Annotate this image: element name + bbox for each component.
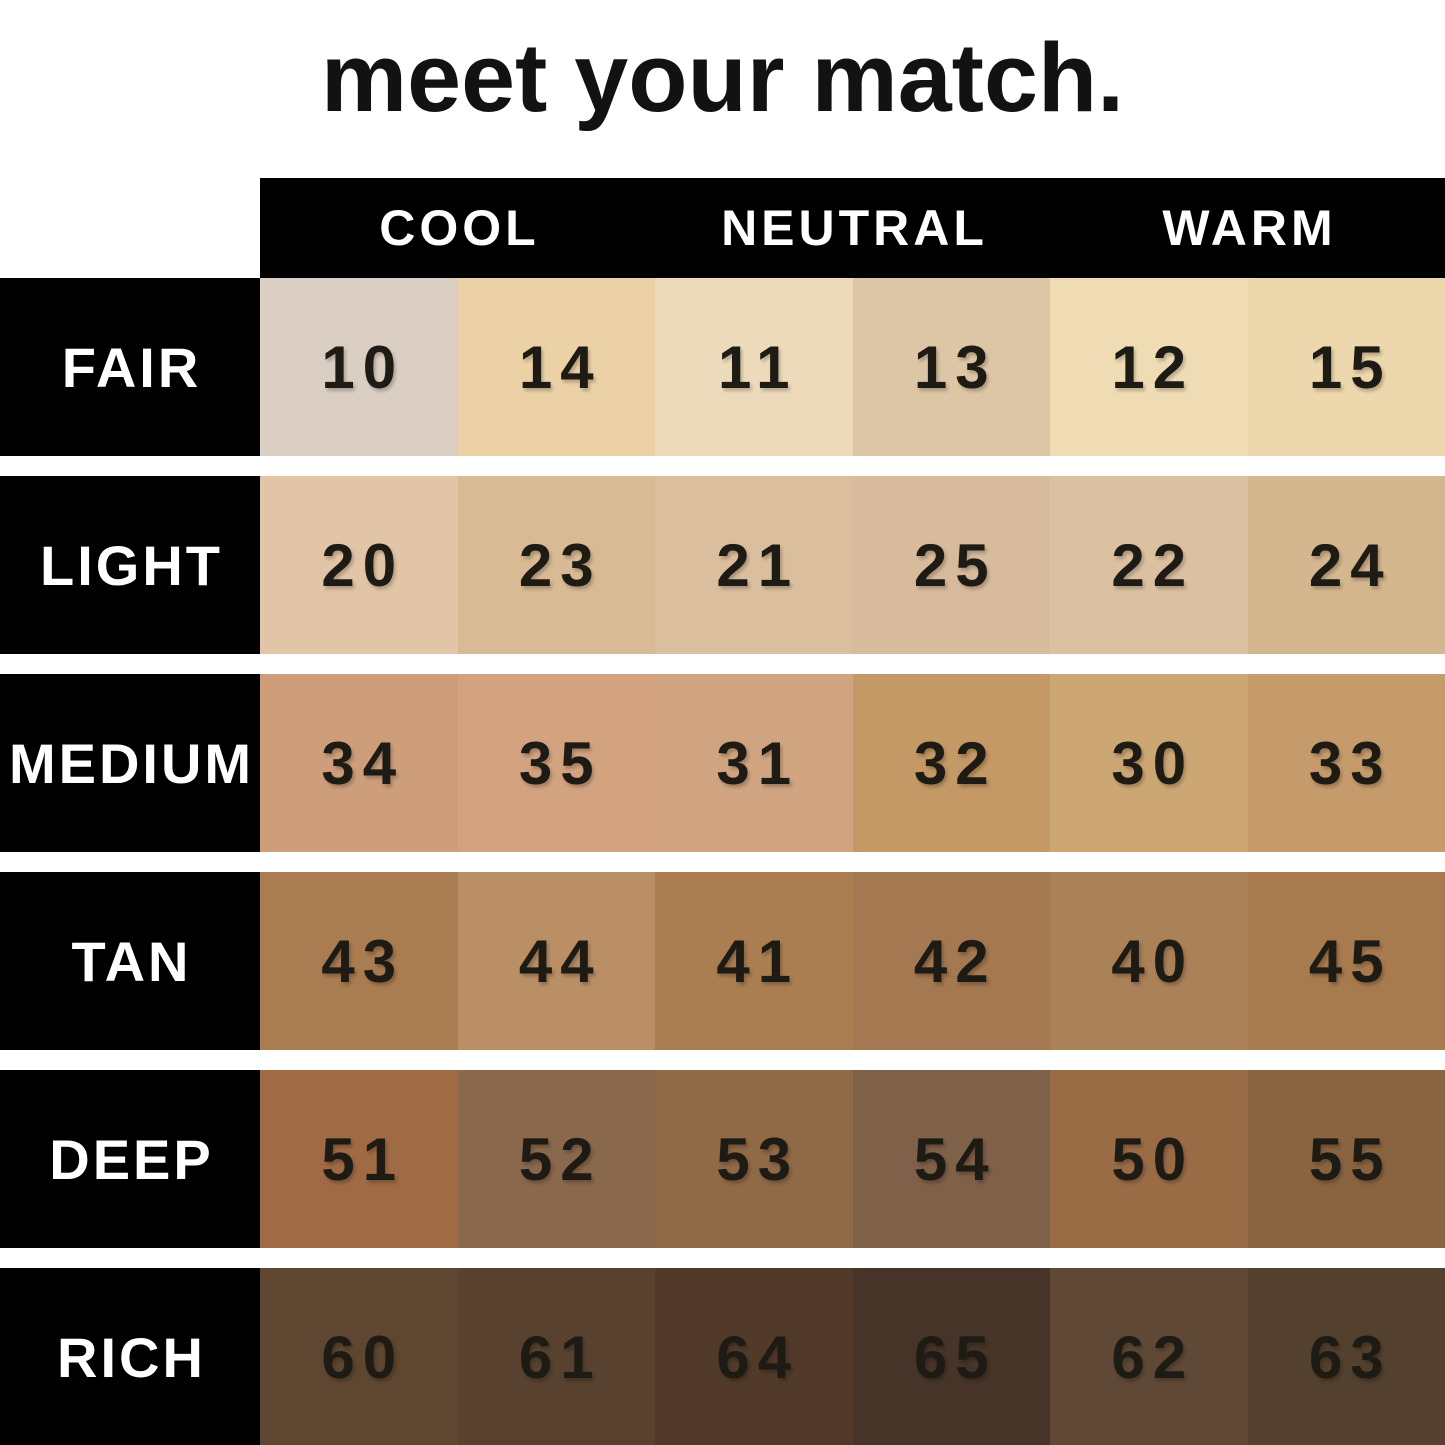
shade-swatch: 43	[260, 872, 458, 1050]
shade-row-label: FAIR	[0, 278, 260, 456]
undertone-header-bar: COOL NEUTRAL WARM	[260, 178, 1445, 278]
shade-swatch: 24	[1247, 476, 1445, 654]
shade-swatch: 12	[1050, 278, 1248, 456]
shade-swatch: 33	[1247, 674, 1445, 852]
shade-swatch: 44	[457, 872, 655, 1050]
shade-row: FAIR 10 14 11 13 12 15	[0, 278, 1445, 456]
shade-row-label: MEDIUM	[0, 674, 260, 852]
shade-row-label: TAN	[0, 872, 260, 1050]
shade-row: LIGHT 20 23 21 25 22 24	[0, 476, 1445, 654]
shade-swatch: 63	[1247, 1268, 1445, 1445]
shade-swatch: 32	[852, 674, 1050, 852]
shade-swatch: 13	[852, 278, 1050, 456]
shade-swatch: 62	[1050, 1268, 1248, 1445]
shade-swatch: 10	[260, 278, 458, 456]
shade-swatch: 60	[260, 1268, 458, 1445]
column-header-warm: WARM	[1162, 200, 1337, 256]
shade-row-label: DEEP	[0, 1070, 260, 1248]
shade-swatch: 65	[852, 1268, 1050, 1445]
shade-swatch: 34	[260, 674, 458, 852]
shade-swatch: 11	[655, 278, 853, 456]
shade-row: TAN 43 44 41 42 40 45	[0, 872, 1445, 1050]
shade-swatch: 55	[1247, 1070, 1445, 1248]
shade-row: DEEP 51 52 53 54 50 55	[0, 1070, 1445, 1248]
shade-swatch: 61	[457, 1268, 655, 1445]
shade-swatch: 15	[1247, 278, 1445, 456]
shade-swatch: 42	[852, 872, 1050, 1050]
shade-swatch: 21	[655, 476, 853, 654]
shade-swatch: 51	[260, 1070, 458, 1248]
shade-swatch: 64	[655, 1268, 853, 1445]
column-header-neutral: NEUTRAL	[721, 200, 988, 256]
shade-row: MEDIUM 34 35 31 32 30 33	[0, 674, 1445, 852]
shade-swatch: 50	[1050, 1070, 1248, 1248]
shade-swatch: 20	[260, 476, 458, 654]
shade-rows: FAIR 10 14 11 13 12 15 LIGHT 20 23 21 25 22 24 MED…	[0, 278, 1445, 1445]
shade-swatch: 54	[852, 1070, 1050, 1248]
shade-swatch: 30	[1050, 674, 1248, 852]
shade-swatch: 45	[1247, 872, 1445, 1050]
shade-row-label: RICH	[0, 1268, 260, 1445]
column-header-cool: COOL	[379, 200, 540, 256]
shade-swatch: 22	[1050, 476, 1248, 654]
shade-swatch: 35	[457, 674, 655, 852]
shade-swatch: 31	[655, 674, 853, 852]
shade-swatch: 23	[457, 476, 655, 654]
page-title: meet your match.	[320, 23, 1125, 132]
shade-row: RICH 60 61 64 65 62 63	[0, 1268, 1445, 1445]
shade-swatch: 25	[852, 476, 1050, 654]
shade-swatch: 41	[655, 872, 853, 1050]
shade-swatch: 40	[1050, 872, 1248, 1050]
shade-swatch: 53	[655, 1070, 853, 1248]
shade-swatch: 52	[457, 1070, 655, 1248]
shade-row-label: LIGHT	[0, 476, 260, 654]
shade-swatch: 14	[457, 278, 655, 456]
